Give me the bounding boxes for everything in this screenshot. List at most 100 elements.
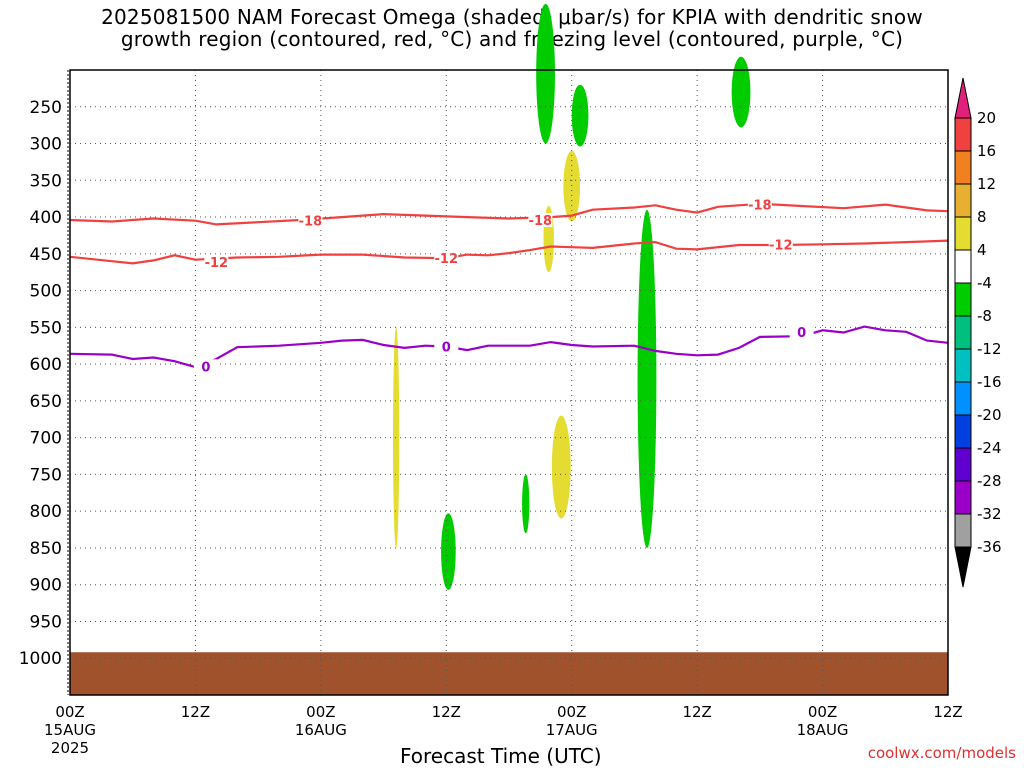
colorbar-label: -20	[977, 406, 1002, 424]
omega-region-1	[571, 84, 589, 147]
grid-lines	[69, 70, 949, 695]
ground-layer	[70, 652, 948, 695]
contour-label-bg	[434, 251, 459, 266]
omega-region-6	[563, 150, 581, 222]
colorbar-swatch	[954, 216, 972, 251]
x-tick-label: 12Z	[181, 703, 210, 721]
colorbar-swatch	[954, 480, 972, 515]
colorbar-label: -36	[977, 538, 1002, 556]
y-tick-label: 350	[30, 171, 62, 191]
omega-region-0	[536, 3, 555, 144]
contour-label-bg	[434, 339, 459, 354]
contour-label: 0	[797, 326, 806, 341]
colorbar-label: -32	[977, 505, 1002, 523]
y-tick-label: 450	[30, 245, 62, 265]
y-tick-label: 650	[30, 392, 62, 412]
contour-m12	[69, 239, 949, 265]
colorbar-label: -16	[977, 373, 1002, 391]
colorbar-swatch	[954, 513, 972, 548]
title-line-2: growth region (contoured, red, °C) and f…	[120, 27, 904, 51]
x-tick-date: 15AUG	[44, 721, 96, 739]
x-tick-label: 12Z	[682, 703, 711, 721]
y-tick-label: 550	[30, 318, 62, 338]
omega-region-3	[637, 209, 657, 548]
y-tick-label: 400	[30, 208, 62, 228]
contour-label: 0	[201, 360, 210, 375]
omega-region-9	[392, 327, 400, 548]
y-tick-label: 1000	[19, 649, 62, 669]
colorbar-label: -8	[977, 307, 992, 325]
omega-region-5	[522, 474, 530, 534]
colorbar-swatch	[954, 282, 972, 317]
contour-label: -12	[205, 256, 229, 271]
colorbar-swatch	[954, 447, 972, 482]
colorbar-swatch	[954, 150, 972, 185]
x-axis-title: Forecast Time (UTC)	[400, 744, 602, 768]
contour-0	[69, 325, 949, 369]
x-tick-label: 12Z	[432, 703, 461, 721]
x-tick-date: 18AUG	[797, 721, 849, 739]
contour-label-bg	[528, 213, 553, 227]
y-tick-label: 950	[30, 612, 62, 632]
contour-label: -18	[299, 215, 323, 230]
y-tick-label: 750	[30, 465, 62, 485]
colorbar-label: 20	[977, 109, 996, 127]
contour-label-bg	[298, 213, 323, 228]
contour-m18	[69, 202, 949, 226]
colorbar-swatch	[954, 414, 972, 449]
axes	[67, 69, 949, 696]
colorbar-label: -4	[977, 274, 992, 292]
contour-label-bg	[789, 324, 814, 339]
colorbar-bottom-arrow	[954, 546, 972, 588]
site-credit: coolwx.com/models	[867, 744, 1016, 762]
y-tick-label: 600	[30, 355, 62, 375]
colorbar-label: 16	[977, 142, 996, 160]
colorbar-label: -24	[977, 439, 1002, 457]
colorbar-top-arrow	[954, 77, 972, 119]
colorbar-swatch	[954, 183, 972, 218]
x-tick-label: 00Z	[55, 703, 84, 721]
colorbar-swatch	[954, 348, 972, 383]
x-tick-date: 17AUG	[546, 721, 598, 739]
y-tick-labels: 250 300 350 400 450 500 550 600 650 700 750 800 850 9…	[19, 98, 62, 669]
colorbar-label: 4	[977, 241, 987, 259]
y-tick-label: 300	[30, 135, 62, 155]
x-tick-date: 16AUG	[295, 721, 347, 739]
omega-region-4	[441, 513, 456, 590]
colorbar-label: 8	[977, 208, 987, 226]
omega-shading	[392, 3, 751, 590]
x-tick-label: 12Z	[933, 703, 962, 721]
x-tick-label: 00Z	[557, 703, 586, 721]
x-tick-label: 00Z	[808, 703, 837, 721]
colorbar-swatch	[954, 249, 972, 284]
colorbar-label: 12	[977, 175, 996, 193]
contour-label: 0	[442, 340, 451, 355]
y-tick-label: 900	[30, 576, 62, 596]
contour-label: -12	[435, 252, 459, 267]
contour-label-bg	[768, 237, 793, 252]
omega-region-2	[731, 56, 751, 128]
contour-label: -18	[748, 199, 772, 214]
colorbar-swatch	[954, 117, 972, 152]
colorbar-label: -12	[977, 340, 1002, 358]
plot-frame	[69, 69, 949, 696]
ground-fill	[70, 652, 948, 695]
contour-lines: -18 -18 -18 -12 -12 -12 0 0 0	[69, 197, 949, 375]
y-tick-label: 800	[30, 502, 62, 522]
colorbar-swatch	[954, 315, 972, 350]
y-tick-label: 250	[30, 98, 62, 118]
omega-region-8	[551, 415, 571, 519]
y-tick-label: 850	[30, 539, 62, 559]
x-tick-year: 2025	[51, 739, 89, 757]
colorbar-swatch	[954, 381, 972, 416]
x-tick-label: 00Z	[306, 703, 335, 721]
title-line-1: 2025081500 NAM Forecast Omega (shaded, μ…	[101, 5, 923, 29]
chart-title: 2025081500 NAM Forecast Omega (shaded, μ…	[0, 6, 1024, 50]
colorbar-label: -28	[977, 472, 1002, 490]
y-tick-label: 500	[30, 282, 62, 302]
y-tick-label: 700	[30, 429, 62, 449]
contour-label-bg	[747, 197, 772, 212]
contour-label-bg	[204, 254, 229, 269]
